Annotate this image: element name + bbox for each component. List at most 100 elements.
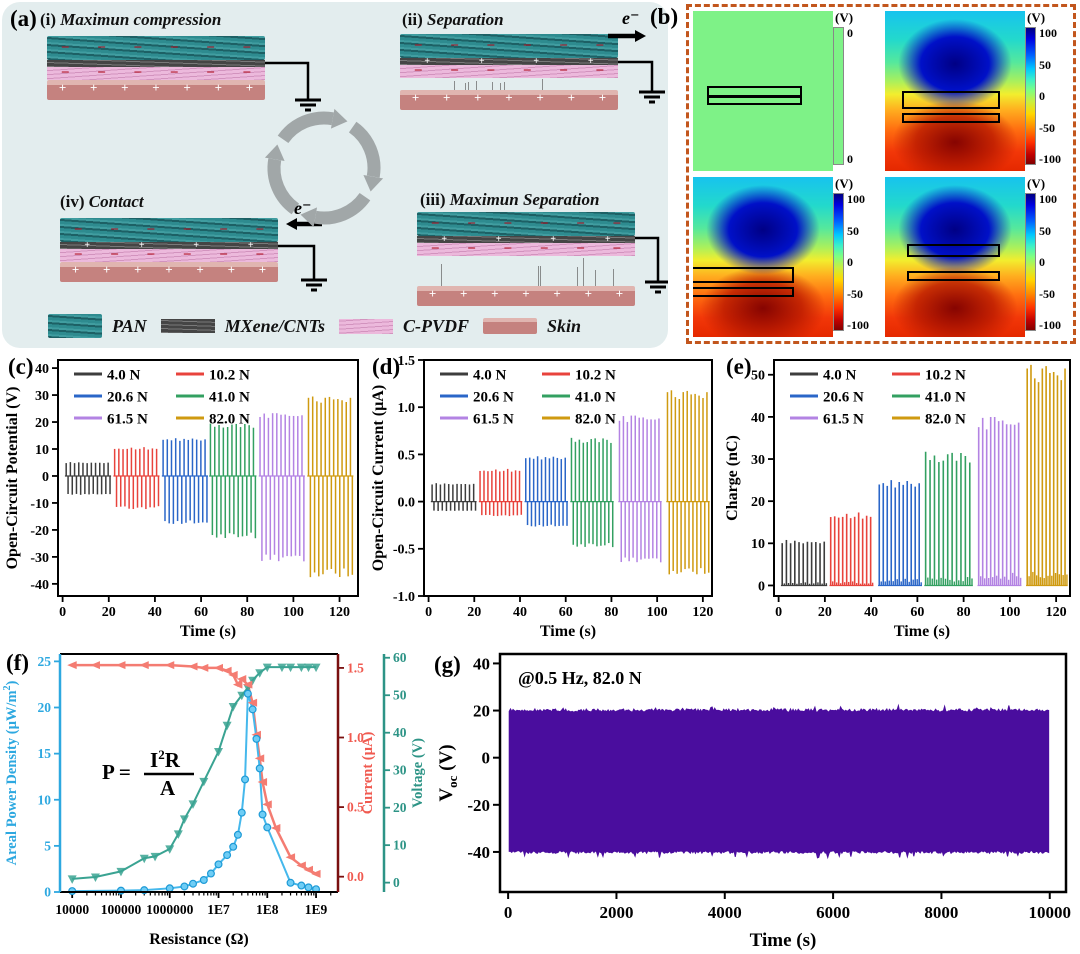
svg-text:100: 100 [647, 605, 668, 620]
svg-text:Voc (V): Voc (V) [436, 744, 460, 801]
svg-text:10: 10 [35, 443, 49, 458]
svg-text:2000: 2000 [599, 903, 633, 922]
svg-text:P =: P = [102, 760, 131, 784]
colorbar: (V) 100 50 0 -50 -100 [1025, 176, 1071, 337]
svg-text:80: 80 [240, 605, 254, 620]
svg-text:5: 5 [44, 838, 51, 853]
legend-item-pan: PAN [48, 314, 147, 338]
material-legend: PAN MXene/CNTs C-PVDF Skin [48, 314, 581, 338]
svg-text:82.0 N: 82.0 N [209, 411, 250, 427]
svg-text:40: 40 [35, 362, 49, 377]
colorbar-ticks: 100 50 0 -50 -100 [847, 192, 869, 332]
svg-text:61.5 N: 61.5 N [107, 411, 148, 427]
colorbar-unit: (V) [1027, 10, 1046, 25]
svg-text:40: 40 [148, 605, 162, 620]
svg-text:60: 60 [559, 605, 573, 620]
svg-text:61.5 N: 61.5 N [823, 411, 864, 427]
svg-text:1.5: 1.5 [347, 660, 364, 675]
svg-text:0.5: 0.5 [347, 800, 364, 815]
svg-text:Open-Circuit Current (µA): Open-Circuit Current (µA) [370, 385, 387, 571]
chart-power-vs-resistance: 10000 100000 1000000 1E7 1E8 1E9 Resistance (Ω… [2, 650, 426, 948]
sim-cell-mid-separation: (V) 100 50 0 -50 -100 [693, 176, 879, 337]
colorbar: (V) 100 50 0 -50 -100 [833, 176, 879, 337]
svg-text:20: 20 [751, 495, 765, 510]
panel-label-g: (g) [434, 652, 461, 677]
svg-text:-0.5: -0.5 [393, 543, 415, 558]
svg-text:0.0: 0.0 [347, 869, 364, 884]
svg-text:1.5: 1.5 [398, 354, 416, 369]
panel-label-f: (f) [6, 650, 29, 675]
svg-text:40: 40 [751, 411, 765, 426]
svg-text:20: 20 [818, 605, 832, 620]
svg-text:50: 50 [751, 369, 765, 384]
svg-text:1.0: 1.0 [398, 401, 416, 416]
panel-a-schematic: (a) (i) Maximun compression (ii) Separat… [2, 2, 668, 348]
svg-text:Resistance (Ω): Resistance (Ω) [149, 931, 248, 948]
svg-text:A: A [160, 776, 176, 800]
svg-text:20: 20 [38, 700, 52, 715]
skin-outline [907, 271, 1000, 281]
state-title-i: (i) Maximun compression [40, 10, 222, 29]
svg-text:80: 80 [604, 605, 618, 620]
svg-text:61.5 N: 61.5 N [473, 411, 514, 427]
svg-text:120: 120 [329, 605, 350, 620]
electron-label: e⁻ [622, 8, 640, 28]
panel-label-b: (b) [650, 4, 679, 29]
svg-text:4000: 4000 [708, 903, 742, 922]
svg-text:0: 0 [482, 749, 491, 768]
device-contact: − − − − − − + + + + − − − − − − + + + + + + + [60, 218, 278, 282]
svg-text:-1.0: -1.0 [393, 590, 415, 605]
svg-text:4.0 N: 4.0 N [823, 367, 857, 383]
svg-text:-10: -10 [30, 497, 49, 512]
potential-map-small-separation [885, 11, 1025, 171]
svg-text:10: 10 [751, 537, 765, 552]
svg-text:10000: 10000 [1029, 903, 1072, 922]
svg-text:10000: 10000 [55, 902, 89, 917]
chart-charge: 0 20 40 60 80 100 120 0 10 20 30 40 50 Time (s) 4.0 N 1… [724, 359, 1071, 640]
svg-text:50: 50 [393, 688, 407, 703]
svg-text:Time (s): Time (s) [180, 623, 236, 640]
svg-text:0: 0 [59, 605, 66, 620]
device-interface-line [707, 95, 803, 98]
svg-text:40: 40 [473, 654, 490, 673]
svg-text:40: 40 [513, 605, 527, 620]
device-separation: − − − − − − + + + + − − − − − − + + + + + + + [400, 34, 618, 110]
svg-text:41.0 N: 41.0 N [925, 389, 966, 405]
svg-text:82.0 N: 82.0 N [575, 411, 616, 427]
potential-map-large-separation [885, 177, 1025, 337]
svg-text:-40: -40 [30, 578, 49, 593]
sim-cell-large-separation: (V) 100 50 0 -50 -100 [885, 176, 1071, 337]
svg-text:40: 40 [393, 725, 407, 740]
mxene-swatch [160, 319, 215, 333]
chart-long-term-stability: 0 2000 4000 6000 8000 10000 -40 -20 0 20 40 Time (s… [436, 652, 1072, 951]
svg-text:0: 0 [504, 903, 513, 922]
svg-text:1000000: 1000000 [146, 902, 194, 917]
svg-text:60: 60 [194, 605, 208, 620]
svg-text:Open-Circuit Potential (V): Open-Circuit Potential (V) [4, 387, 21, 570]
device-outline [907, 244, 1000, 257]
device-outline [901, 91, 1000, 109]
colorbar-unit: (V) [1027, 176, 1046, 191]
skin-outline [901, 113, 1000, 123]
svg-text:Time (s): Time (s) [750, 930, 817, 951]
svg-text:15: 15 [38, 746, 52, 761]
svg-text:0: 0 [758, 579, 765, 594]
legend-item-cpvdf: C-PVDF [339, 316, 469, 337]
svg-text:10.2 N: 10.2 N [575, 367, 616, 383]
svg-text:-20: -20 [30, 524, 49, 539]
svg-text:0: 0 [393, 875, 400, 890]
svg-text:20: 20 [102, 605, 116, 620]
svg-text:100: 100 [999, 605, 1020, 620]
colorbar-unit: (V) [835, 176, 854, 191]
svg-text:-20: -20 [467, 796, 490, 815]
svg-text:1E7: 1E7 [207, 902, 230, 917]
potential-map-contact [693, 11, 833, 171]
svg-text:-30: -30 [30, 551, 49, 566]
svg-text:41.0 N: 41.0 N [575, 389, 616, 405]
skin-outline [693, 287, 794, 297]
svg-text:1E8: 1E8 [256, 902, 279, 917]
svg-text:4.0 N: 4.0 N [107, 367, 141, 383]
svg-text:-40: -40 [467, 843, 490, 862]
